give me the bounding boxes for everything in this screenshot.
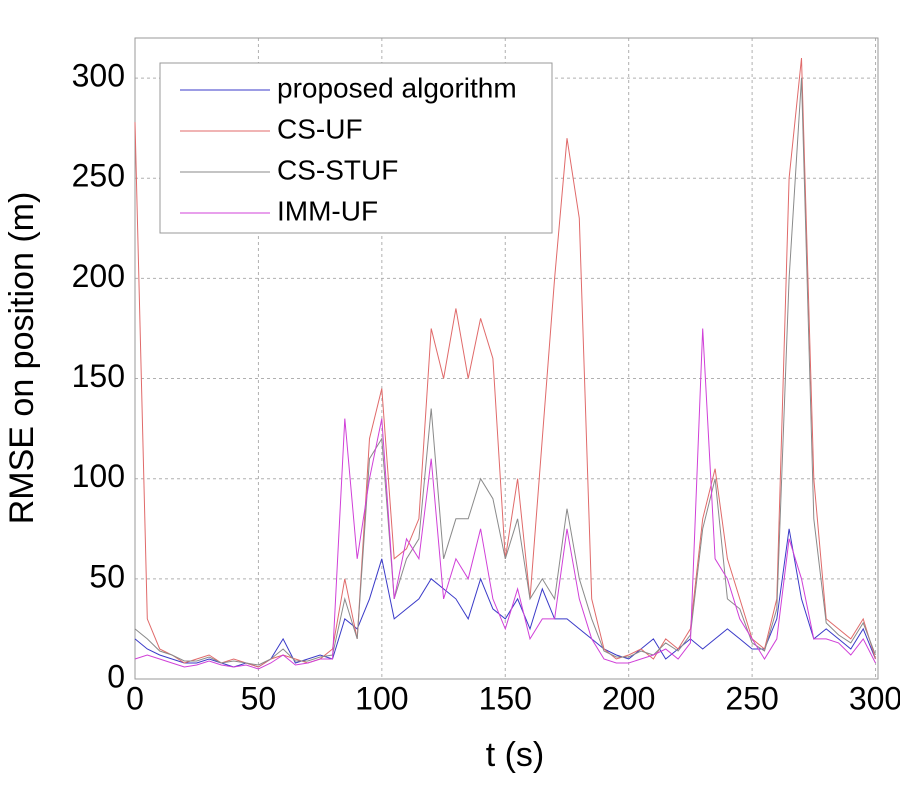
x-tick-label: 300 <box>849 680 900 716</box>
series-line <box>134 78 876 666</box>
y-tick-label: 250 <box>72 158 125 194</box>
x-tick-label: 150 <box>479 680 532 716</box>
legend-label: IMM-UF <box>277 195 378 226</box>
legend-label: CS-UF <box>277 113 363 144</box>
y-tick-label: 200 <box>72 258 125 294</box>
x-axis-label: t (s) <box>486 736 545 774</box>
x-tick-label: 250 <box>725 680 778 716</box>
y-tick-label: 300 <box>72 58 125 94</box>
legend-label: CS-STUF <box>277 154 398 185</box>
y-tick-label: 150 <box>72 358 125 394</box>
legend-box <box>159 62 553 234</box>
x-tick-label: 200 <box>602 680 655 716</box>
y-tick-label: 0 <box>107 658 125 694</box>
legend-label: proposed algorithm <box>277 72 517 103</box>
plot-frame <box>134 37 879 680</box>
y-tick-label: 50 <box>89 558 125 594</box>
x-tick-label: 100 <box>355 680 408 716</box>
x-tick-label: 50 <box>241 680 277 716</box>
series-line <box>134 328 876 670</box>
y-axis-label: RMSE on position (m) <box>3 192 41 525</box>
x-tick-label: 0 <box>126 680 144 716</box>
y-tick-label: 100 <box>72 458 125 494</box>
